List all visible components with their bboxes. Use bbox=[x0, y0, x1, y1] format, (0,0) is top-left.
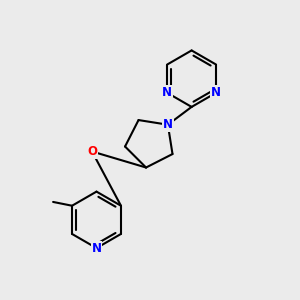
Text: N: N bbox=[92, 242, 101, 255]
Text: O: O bbox=[87, 145, 97, 158]
Text: N: N bbox=[162, 86, 172, 99]
Text: N: N bbox=[163, 118, 173, 131]
Text: N: N bbox=[211, 86, 221, 99]
